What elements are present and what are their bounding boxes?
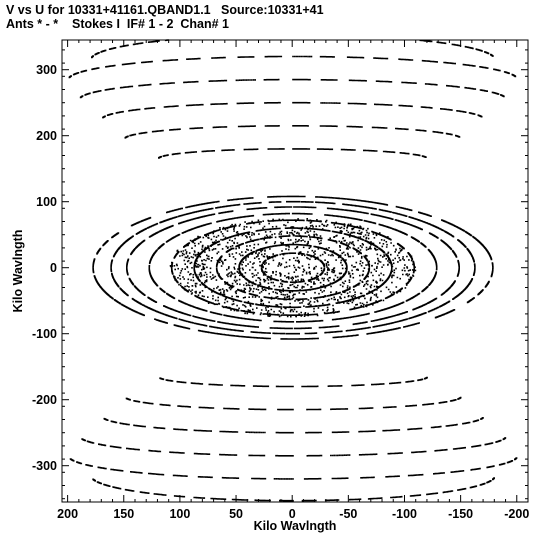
chart-title-line2: Ants * - * Stokes I IF# 1 - 2 Chan# 1 [6, 17, 229, 31]
x-tick-label: 200 [57, 507, 78, 521]
x-tick-label: 150 [113, 507, 134, 521]
chart-title-line1: V vs U for 10331+41161.QBAND1.1 Source:1… [6, 3, 324, 17]
x-tick-label: 0 [289, 507, 296, 521]
y-axis-label: Kilo Wavlngth [11, 230, 25, 313]
y-tick-label: 0 [50, 261, 57, 275]
uv-points [68, 39, 518, 502]
plot-frame [61, 39, 529, 503]
x-tick-label: -50 [339, 507, 357, 521]
x-tick-label: -150 [448, 507, 473, 521]
y-tick-label: 200 [36, 129, 57, 143]
x-tick-label: -200 [504, 507, 529, 521]
y-tick-label: 100 [36, 195, 57, 209]
x-tick-label: 50 [229, 507, 243, 521]
y-tick-label: -300 [32, 459, 57, 473]
x-axis-label: Kilo Wavlngth [254, 519, 337, 533]
uv-point-tracks [68, 39, 518, 502]
y-tick-label: 300 [36, 63, 57, 77]
x-tick-label: -100 [392, 507, 417, 521]
axes: 200 150 100 50 0 -50 -100 -150 -200 300 200 100 0 -10… [32, 40, 529, 521]
y-tick-label: -200 [32, 393, 57, 407]
y-tick-label: -100 [32, 327, 57, 341]
x-tick-label: 100 [169, 507, 190, 521]
